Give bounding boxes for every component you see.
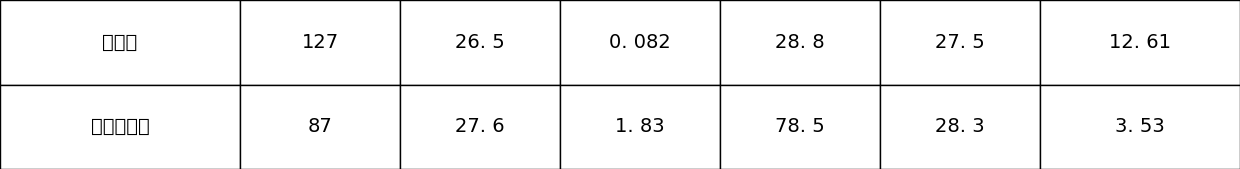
Text: 27. 5: 27. 5 bbox=[935, 33, 985, 52]
Text: 0. 082: 0. 082 bbox=[609, 33, 671, 52]
Bar bbox=[241, 0, 401, 84]
Bar bbox=[720, 0, 880, 84]
Bar bbox=[560, 0, 720, 84]
Bar bbox=[880, 0, 1040, 84]
Bar bbox=[1040, 0, 1240, 84]
Bar bbox=[1040, 84, 1240, 169]
Text: 26. 5: 26. 5 bbox=[455, 33, 505, 52]
Text: 87: 87 bbox=[308, 117, 332, 136]
Text: 78. 5: 78. 5 bbox=[775, 117, 825, 136]
Bar bbox=[0, 84, 241, 169]
Bar bbox=[0, 0, 241, 84]
Bar bbox=[880, 84, 1040, 169]
Text: 实施例: 实施例 bbox=[103, 33, 138, 52]
Bar bbox=[401, 84, 560, 169]
Text: 127: 127 bbox=[301, 33, 339, 52]
Text: 3. 53: 3. 53 bbox=[1115, 117, 1164, 136]
Bar bbox=[401, 0, 560, 84]
Bar bbox=[720, 84, 880, 169]
Text: 1. 83: 1. 83 bbox=[615, 117, 665, 136]
Bar bbox=[241, 84, 401, 169]
Text: 28. 8: 28. 8 bbox=[775, 33, 825, 52]
Bar bbox=[560, 84, 720, 169]
Text: 对比实施例: 对比实施例 bbox=[91, 117, 149, 136]
Text: 27. 6: 27. 6 bbox=[455, 117, 505, 136]
Text: 12. 61: 12. 61 bbox=[1109, 33, 1171, 52]
Text: 28. 3: 28. 3 bbox=[935, 117, 985, 136]
